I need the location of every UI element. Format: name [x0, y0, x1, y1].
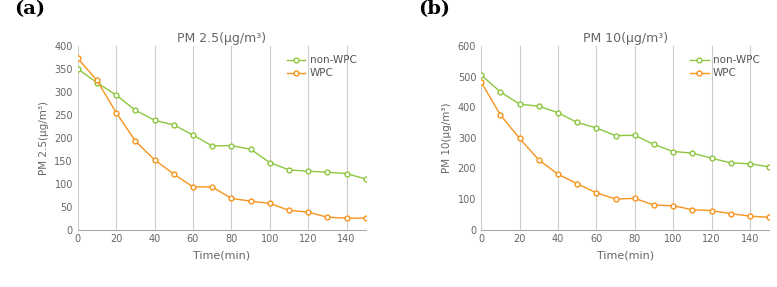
WPC — [169, 172, 179, 176]
WPC — [630, 197, 639, 200]
non-WPC — [207, 144, 217, 148]
non-WPC — [707, 156, 716, 160]
WPC — [476, 80, 486, 84]
non-WPC — [92, 81, 102, 84]
X-axis label: Time(min): Time(min) — [193, 250, 250, 260]
WPC — [342, 216, 351, 220]
non-WPC — [73, 67, 82, 71]
non-WPC — [534, 104, 543, 108]
Line: WPC: WPC — [479, 79, 772, 220]
X-axis label: Time(min): Time(min) — [597, 250, 653, 260]
WPC — [592, 191, 601, 195]
WPC — [207, 185, 217, 189]
WPC — [534, 158, 543, 162]
WPC — [150, 158, 159, 162]
WPC — [688, 208, 697, 212]
non-WPC — [688, 151, 697, 155]
non-WPC — [284, 168, 294, 172]
WPC — [496, 113, 505, 117]
non-WPC — [650, 143, 659, 146]
non-WPC — [745, 162, 754, 166]
WPC — [304, 210, 313, 214]
WPC — [188, 185, 197, 189]
non-WPC — [361, 177, 371, 181]
WPC — [668, 204, 678, 208]
Legend: non-WPC, WPC: non-WPC, WPC — [283, 51, 361, 83]
Title: PM 2.5(μg/m³): PM 2.5(μg/m³) — [177, 32, 267, 45]
non-WPC — [630, 133, 639, 137]
non-WPC — [726, 161, 736, 164]
non-WPC — [765, 165, 774, 168]
Title: PM 10(μg/m³): PM 10(μg/m³) — [583, 32, 667, 45]
Y-axis label: PM 2.5(μg/m³): PM 2.5(μg/m³) — [39, 101, 49, 175]
WPC — [284, 209, 294, 212]
non-WPC — [131, 108, 140, 112]
non-WPC — [592, 126, 601, 130]
non-WPC — [668, 150, 678, 153]
WPC — [322, 216, 332, 219]
WPC — [745, 214, 754, 218]
non-WPC — [322, 170, 332, 174]
non-WPC — [611, 134, 620, 137]
WPC — [92, 79, 102, 82]
non-WPC — [496, 90, 505, 94]
WPC — [611, 197, 620, 201]
WPC — [361, 216, 371, 220]
non-WPC — [265, 161, 274, 164]
WPC — [111, 111, 120, 114]
Line: non-WPC: non-WPC — [479, 73, 772, 169]
WPC — [265, 202, 274, 205]
non-WPC — [515, 102, 524, 106]
WPC — [131, 139, 140, 143]
Line: non-WPC: non-WPC — [75, 67, 368, 181]
WPC — [707, 209, 716, 212]
Text: (a): (a) — [14, 0, 45, 18]
WPC — [73, 57, 82, 60]
WPC — [650, 203, 659, 207]
Legend: non-WPC, WPC: non-WPC, WPC — [686, 51, 764, 83]
non-WPC — [476, 73, 486, 77]
WPC — [573, 182, 582, 185]
non-WPC — [573, 121, 582, 124]
non-WPC — [342, 172, 351, 175]
WPC — [246, 199, 255, 203]
Text: (b): (b) — [418, 0, 450, 18]
non-WPC — [553, 111, 563, 115]
non-WPC — [111, 93, 120, 97]
WPC — [553, 172, 563, 176]
WPC — [227, 197, 236, 200]
non-WPC — [227, 144, 236, 147]
non-WPC — [246, 148, 255, 151]
WPC — [726, 212, 736, 216]
non-WPC — [150, 119, 159, 122]
Line: WPC: WPC — [75, 56, 368, 220]
non-WPC — [188, 133, 197, 137]
non-WPC — [169, 123, 179, 127]
WPC — [765, 216, 774, 219]
non-WPC — [304, 170, 313, 173]
Y-axis label: PM 10(μg/m³): PM 10(μg/m³) — [442, 102, 452, 173]
WPC — [515, 137, 524, 140]
